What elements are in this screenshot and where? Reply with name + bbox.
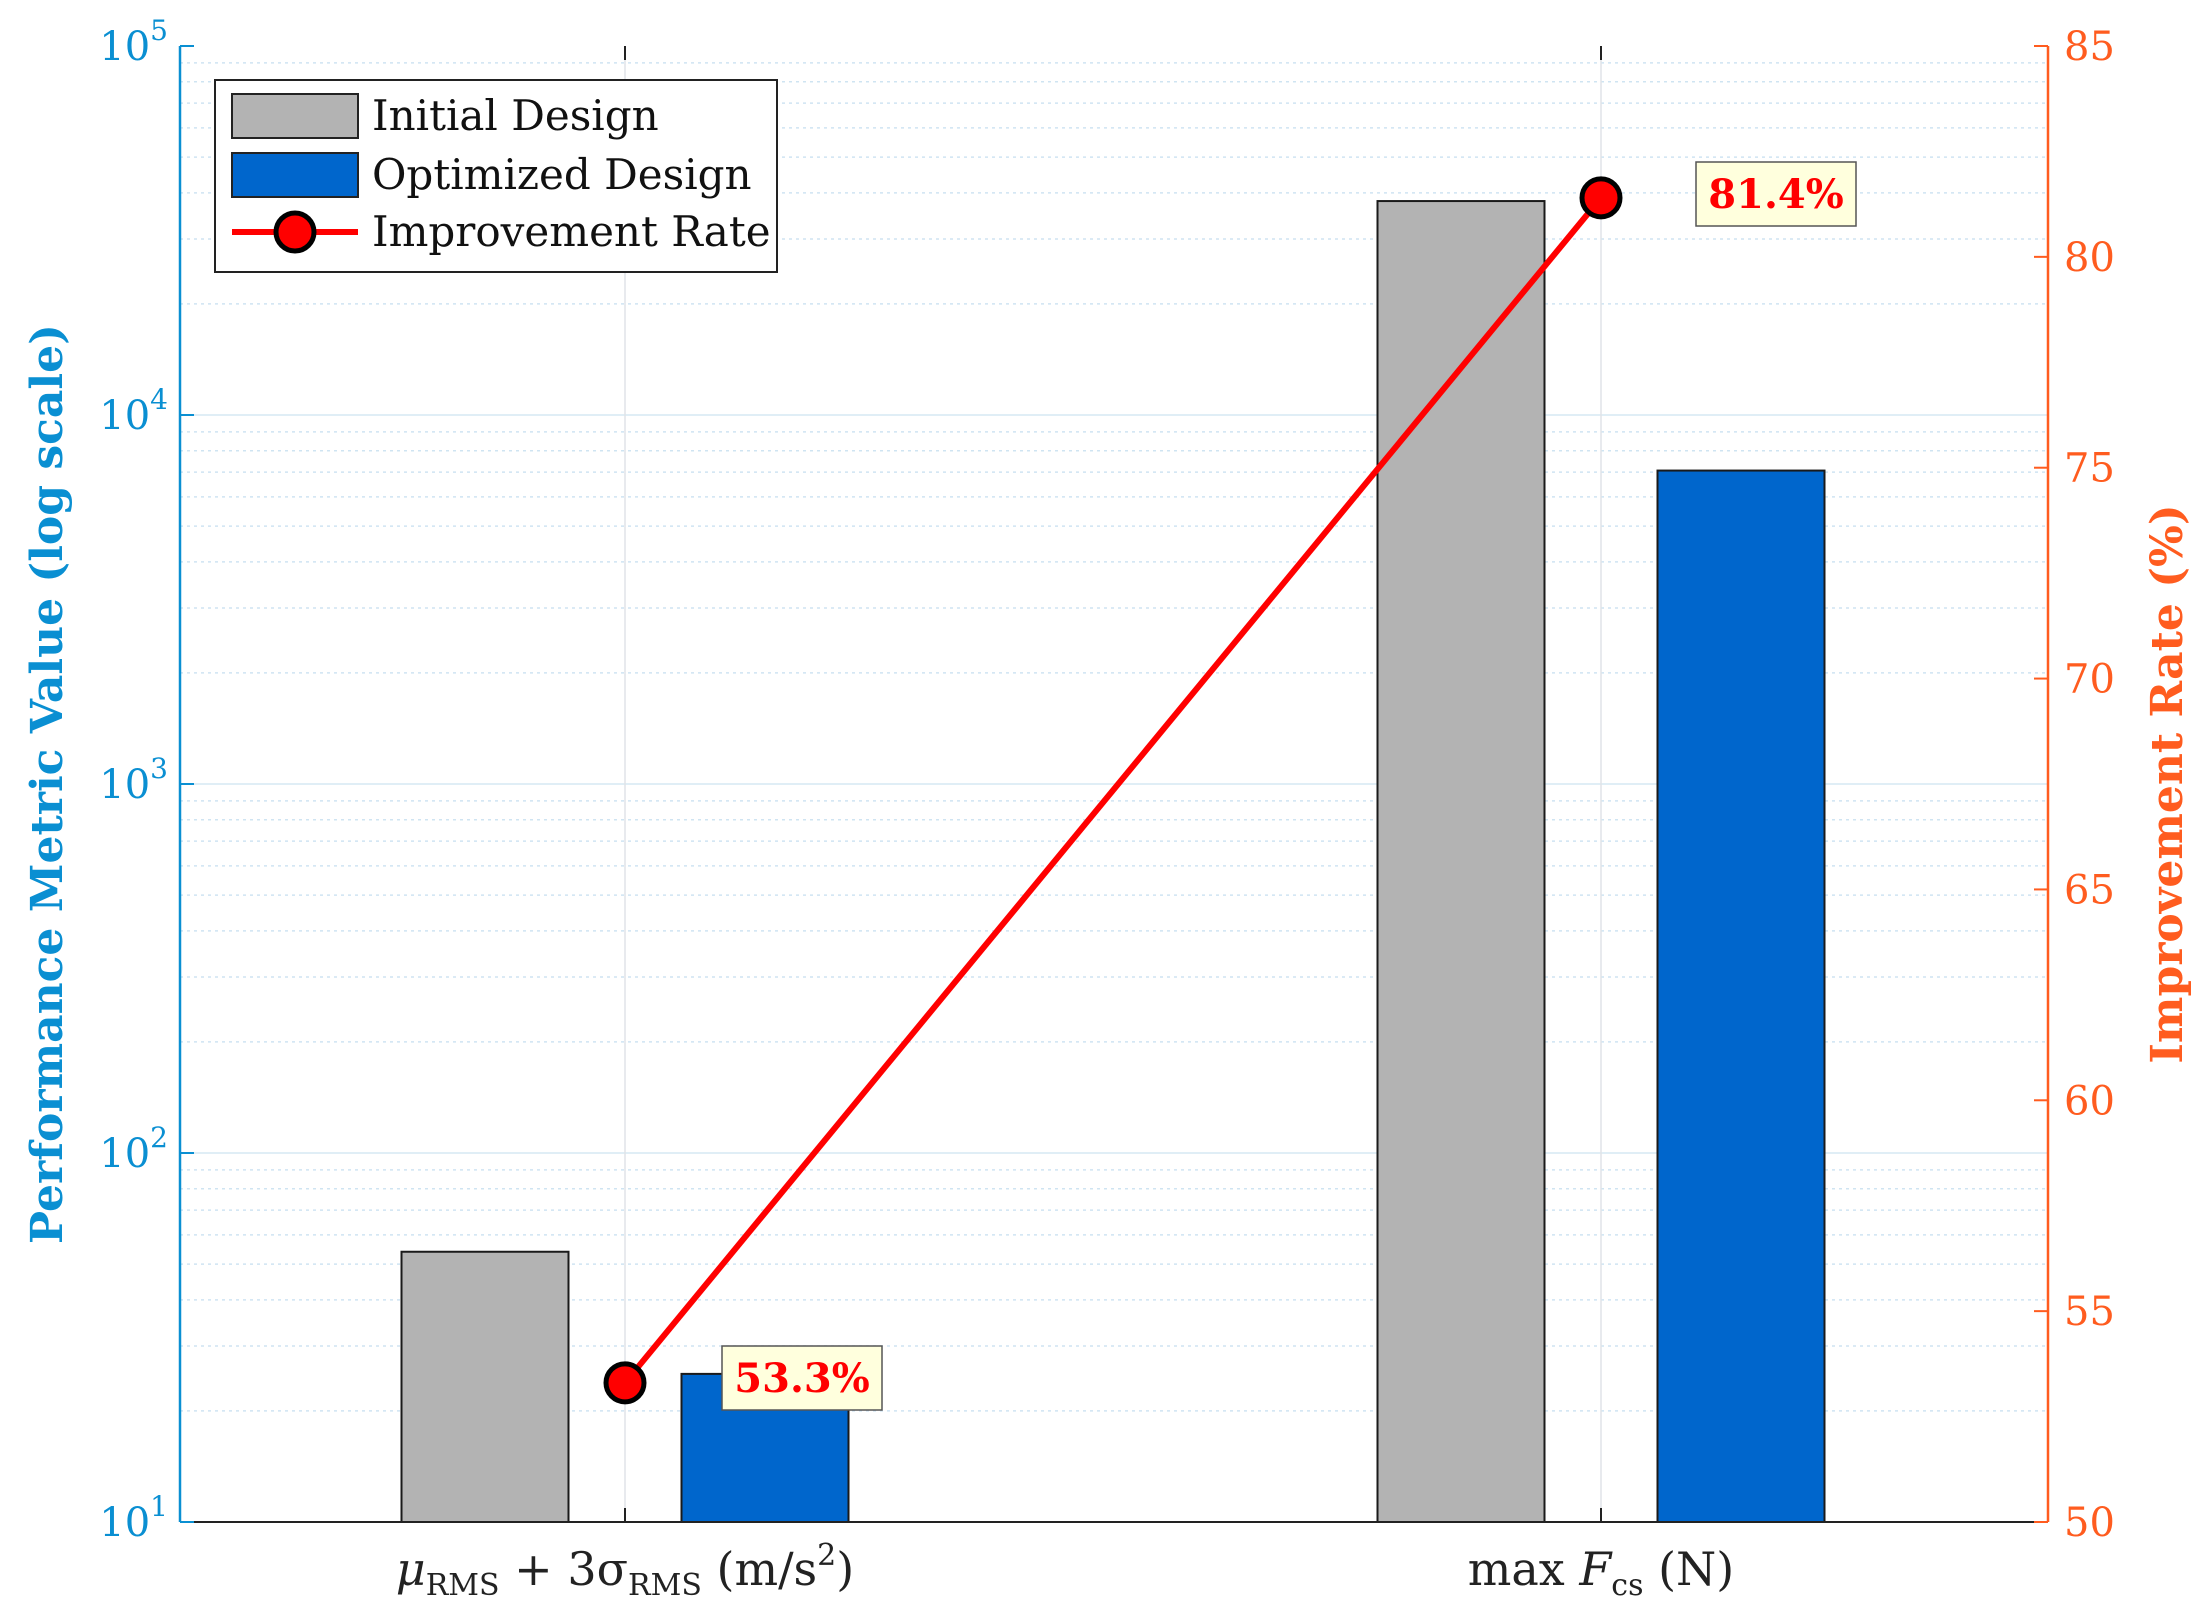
right-tick-label: 65 xyxy=(2064,867,2115,913)
x-category-label: μRMS + 3σRMS (m/s2) xyxy=(396,1538,854,1603)
right-tick-label: 80 xyxy=(2064,235,2115,281)
right-tick-label: 75 xyxy=(2064,446,2115,492)
data-label-1: 53.3% xyxy=(721,1345,883,1411)
right-tick-label: 55 xyxy=(2064,1289,2115,1335)
bar-initial-design xyxy=(1376,200,1546,1524)
left-tick-label: 105 xyxy=(99,14,168,70)
right-tick-label: 50 xyxy=(2064,1500,2115,1546)
legend: Initial Design Optimized Design Improvemen… xyxy=(214,79,778,273)
legend-entry: Initial Design xyxy=(372,91,659,140)
legend-swatch xyxy=(231,152,359,198)
right-tick-label: 85 xyxy=(2064,24,2115,70)
left-tick-label: 102 xyxy=(99,1121,168,1177)
data-label-text: 81.4% xyxy=(1708,171,1843,218)
legend-entry: Improvement Rate xyxy=(372,207,771,256)
right-tick-label: 70 xyxy=(2064,657,2115,703)
legend-marker xyxy=(273,210,317,254)
improvement-rate-point xyxy=(603,1361,647,1405)
bar-initial-design xyxy=(400,1250,570,1523)
right-axis-title: Improvement Rate (%) xyxy=(2142,504,2193,1063)
left-tick-label: 104 xyxy=(99,383,168,439)
data-label-2: 81.4% xyxy=(1695,161,1857,227)
left-tick-label: 101 xyxy=(99,1490,168,1546)
left-tick-label: 103 xyxy=(99,752,168,808)
left-axis-title: Performance Metric Value (log scale) xyxy=(22,324,73,1244)
legend-entry: Optimized Design xyxy=(372,150,752,199)
right-tick-label: 60 xyxy=(2064,1078,2115,1124)
legend-swatch xyxy=(231,93,359,139)
x-category-label: max Fcs (N) xyxy=(1468,1542,1735,1603)
data-label-text: 53.3% xyxy=(734,1355,869,1402)
improvement-rate-point xyxy=(1579,176,1623,220)
data-label-box xyxy=(721,1345,883,1411)
bar-optimized-design xyxy=(1656,469,1826,1524)
improvement-rate-line xyxy=(622,195,1604,1385)
data-label-box xyxy=(1695,161,1857,227)
